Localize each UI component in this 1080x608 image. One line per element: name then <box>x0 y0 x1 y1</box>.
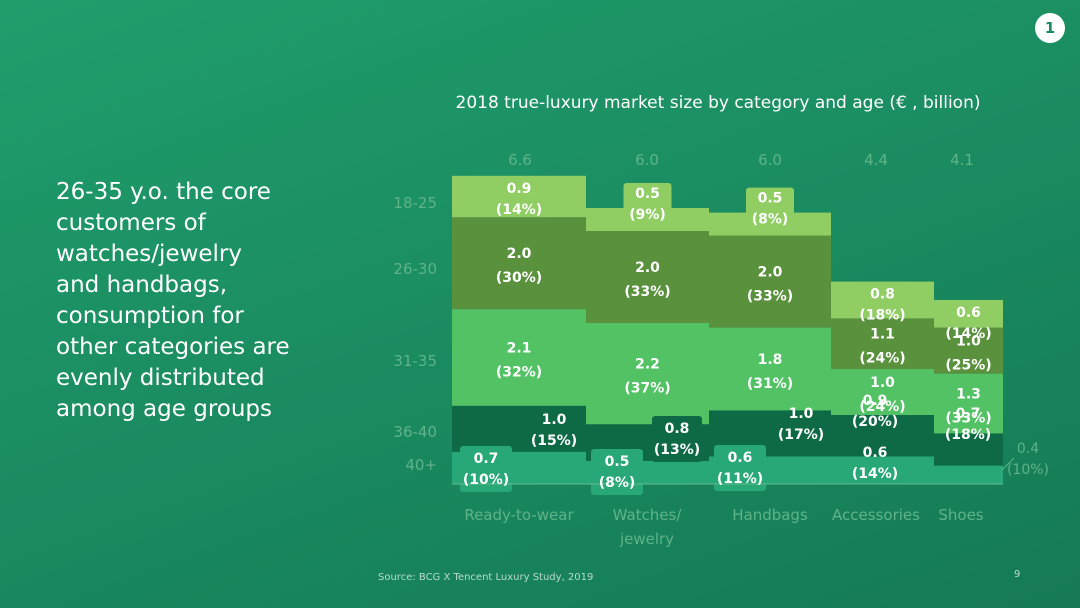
series-label: 36-40 <box>393 423 437 441</box>
segment-value-label: 0.5 <box>605 454 630 470</box>
segment-value-label: 0.6 <box>863 445 888 461</box>
series-label: 40+ <box>405 456 437 474</box>
segment-pct-label: (14%) <box>852 466 898 482</box>
label-box <box>746 187 794 230</box>
segment-pct-label: (18%) <box>945 427 991 443</box>
segment-pct-label: (25%) <box>945 358 991 374</box>
bar-segment <box>452 309 586 406</box>
segment-value-label: 2.0 <box>635 260 660 276</box>
segment-value-label: 1.8 <box>758 352 783 368</box>
bar-segment <box>831 281 934 319</box>
segment-pct-label: (30%) <box>496 270 542 286</box>
segment-value-label: 0.5 <box>635 186 660 202</box>
segment-value-label: 1.0 <box>789 406 814 422</box>
segment-pct-label: (8%) <box>752 212 789 228</box>
bar-segment <box>934 373 1003 434</box>
segment-value-label: 0.4 <box>1017 441 1039 457</box>
segment-pct-label: (24%) <box>859 351 905 367</box>
chart-title: 2018 true-luxury market size by category… <box>456 93 981 113</box>
bar-segment <box>586 231 709 323</box>
chart-bars <box>452 175 1015 495</box>
category-label: Handbags <box>732 506 808 524</box>
segment-value-label: 2.2 <box>635 357 660 373</box>
segment-value-label: 0.8 <box>870 287 895 303</box>
callout-line <box>1001 457 1015 471</box>
segment-value-label: 0.5 <box>758 191 783 207</box>
bar-segment <box>586 323 709 425</box>
category-label: Accessories <box>832 506 920 524</box>
total-label: 6.0 <box>635 151 659 169</box>
bar-segment <box>934 327 1003 374</box>
segment-pct-label: (37%) <box>624 381 670 397</box>
segment-pct-label: (10%) <box>1007 462 1049 478</box>
bar-segment <box>709 327 831 411</box>
segment-value-label: 1.0 <box>542 412 567 428</box>
segment-pct-label: (24%) <box>859 399 905 415</box>
segment-value-label: 1.0 <box>870 375 895 391</box>
segment-pct-label: (31%) <box>747 376 793 392</box>
segment-pct-label: (32%) <box>496 365 542 381</box>
page-badge: 1 <box>1035 13 1065 43</box>
bar-segment <box>831 415 934 457</box>
series-label: 26-30 <box>393 260 437 278</box>
segment-pct-label: (18%) <box>859 308 905 324</box>
segment-pct-label: (15%) <box>531 433 577 449</box>
segment-pct-label: (9%) <box>629 207 666 223</box>
segment-value-label: 0.6 <box>956 305 981 321</box>
segment-value-label: 1.1 <box>870 327 895 343</box>
headline-text: 26-35 y.o. the core customers of watches… <box>56 179 290 422</box>
segment-value-label: 2.0 <box>507 246 532 262</box>
category-label: Watches/ <box>613 506 683 524</box>
segment-pct-label: (33%) <box>945 411 991 427</box>
segment-value-label: 0.9 <box>863 393 888 409</box>
segment-value-label: 0.7 <box>956 406 981 422</box>
segment-pct-label: (13%) <box>654 442 700 458</box>
bar-segment <box>934 433 1003 466</box>
chart-labels: 2.0 (30%) 2.1 (32%) 0.9 (14%) 2.0 (33%) 2.2 (37%)… <box>393 151 1049 548</box>
series-label: 18-25 <box>393 194 437 212</box>
total-label: 4.1 <box>950 151 974 169</box>
segment-value-label: 1.3 <box>956 387 981 403</box>
page-number: 9 <box>1014 569 1021 580</box>
source-note: Source: BCG X Tencent Luxury Study, 2019 <box>378 572 594 583</box>
segment-value-label: 2.0 <box>758 265 783 281</box>
segment-pct-label: (33%) <box>624 284 670 300</box>
bar-segment <box>831 318 934 369</box>
bar-segment <box>831 369 934 415</box>
segment-value-label: 0.7 <box>474 451 499 467</box>
bar-segment <box>709 235 831 328</box>
segment-pct-label: (14%) <box>496 202 542 218</box>
series-label: 31-35 <box>393 352 437 370</box>
label-box <box>652 416 702 462</box>
segment-pct-label: (8%) <box>599 475 636 491</box>
category-label: jewelry <box>619 530 674 548</box>
segment-value-label: 0.8 <box>665 421 690 437</box>
bar-segment <box>452 175 586 218</box>
category-label: Ready-to-wear <box>464 506 574 524</box>
label-box <box>460 446 512 492</box>
bar-segment <box>831 456 934 484</box>
total-label: 6.0 <box>758 151 782 169</box>
segment-pct-label: (20%) <box>852 414 898 430</box>
total-label: 6.6 <box>508 151 532 169</box>
segment-pct-label: (11%) <box>717 471 763 487</box>
segment-pct-label: (17%) <box>778 427 824 443</box>
bar-segment <box>452 217 586 310</box>
segment-pct-label: (33%) <box>747 289 793 305</box>
segment-value-label: 1.0 <box>956 334 981 350</box>
label-box <box>623 183 672 225</box>
bar-segment <box>934 465 1003 484</box>
bar-segment <box>452 405 586 452</box>
segment-pct-label: (14%) <box>945 326 991 342</box>
category-label: Shoes <box>938 506 983 524</box>
total-label: 4.4 <box>864 151 888 169</box>
segment-value-label: 0.9 <box>507 181 532 197</box>
segment-value-label: 2.1 <box>507 341 532 357</box>
segment-pct-label: (10%) <box>463 472 509 488</box>
bar-segment <box>934 300 1003 328</box>
segment-value-label: 0.6 <box>728 450 753 466</box>
label-box <box>714 445 766 491</box>
